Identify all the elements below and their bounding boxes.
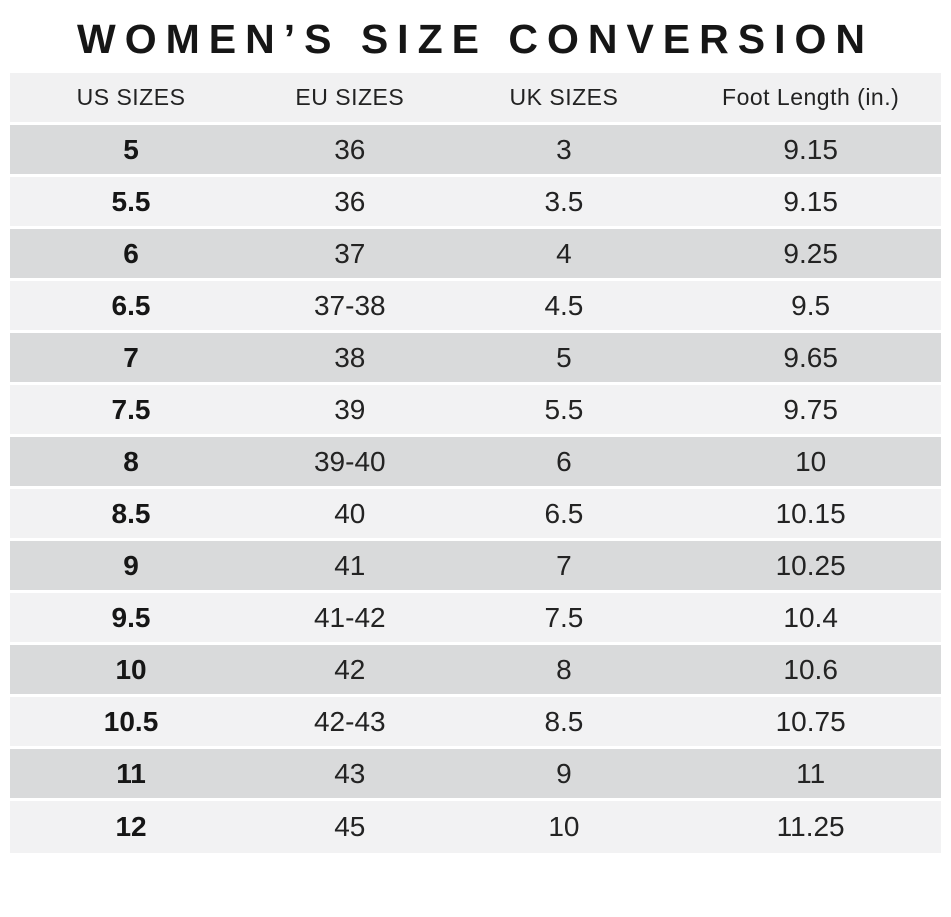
eu-size-cell: 42-43 (252, 697, 448, 749)
eu-size-cell: 39 (252, 385, 448, 437)
us-size-cell: 5.5 (10, 177, 253, 229)
us-size-cell: 10 (10, 645, 253, 697)
table-row: 8.5 40 6.5 10.15 (10, 489, 941, 541)
us-size-cell: 8 (10, 437, 253, 489)
uk-size-cell: 10 (447, 801, 681, 853)
foot-length-cell: 9.15 (680, 125, 941, 177)
table-body: 5 36 3 9.15 5.5 36 3.5 9.15 6 37 4 9.25 6.5 37-38 4.5 9… (10, 125, 941, 853)
table-row: 7.5 39 5.5 9.75 (10, 385, 941, 437)
us-size-cell: 9 (10, 541, 253, 593)
us-size-cell: 7.5 (10, 385, 253, 437)
eu-size-cell: 37 (252, 229, 448, 281)
table-row: 12 45 10 11.25 (10, 801, 941, 853)
foot-length-cell: 10.25 (680, 541, 941, 593)
uk-size-cell: 3 (447, 125, 681, 177)
eu-size-cell: 38 (252, 333, 448, 385)
table-row: 8 39-40 6 10 (10, 437, 941, 489)
foot-length-cell: 9.25 (680, 229, 941, 281)
foot-length-cell: 11 (680, 749, 941, 801)
eu-size-cell: 41-42 (252, 593, 448, 645)
uk-size-cell: 3.5 (447, 177, 681, 229)
uk-size-cell: 5 (447, 333, 681, 385)
us-size-cell: 11 (10, 749, 253, 801)
uk-size-cell: 8.5 (447, 697, 681, 749)
table-row: 10.5 42-43 8.5 10.75 (10, 697, 941, 749)
header-row: US SIZES EU SIZES UK SIZES Foot Length (… (10, 73, 941, 125)
us-size-cell: 10.5 (10, 697, 253, 749)
foot-length-cell: 9.75 (680, 385, 941, 437)
us-size-cell: 6.5 (10, 281, 253, 333)
uk-size-cell: 9 (447, 749, 681, 801)
column-header-foot-length: Foot Length (in.) (680, 73, 941, 125)
eu-size-cell: 40 (252, 489, 448, 541)
eu-size-cell: 36 (252, 125, 448, 177)
foot-length-cell: 9.5 (680, 281, 941, 333)
us-size-cell: 8.5 (10, 489, 253, 541)
us-size-cell: 5 (10, 125, 253, 177)
foot-length-cell: 9.65 (680, 333, 941, 385)
eu-size-cell: 41 (252, 541, 448, 593)
eu-size-cell: 37-38 (252, 281, 448, 333)
foot-length-cell: 10.6 (680, 645, 941, 697)
us-size-cell: 6 (10, 229, 253, 281)
table-row: 7 38 5 9.65 (10, 333, 941, 385)
foot-length-cell: 10.4 (680, 593, 941, 645)
table-row: 6 37 4 9.25 (10, 229, 941, 281)
eu-size-cell: 36 (252, 177, 448, 229)
eu-size-cell: 45 (252, 801, 448, 853)
uk-size-cell: 4.5 (447, 281, 681, 333)
page-title: WOMEN’S SIZE CONVERSION (77, 16, 874, 62)
uk-size-cell: 5.5 (447, 385, 681, 437)
uk-size-cell: 6 (447, 437, 681, 489)
table-row: 5 36 3 9.15 (10, 125, 941, 177)
eu-size-cell: 39-40 (252, 437, 448, 489)
column-header-us-sizes: US SIZES (10, 73, 253, 125)
uk-size-cell: 7 (447, 541, 681, 593)
eu-size-cell: 42 (252, 645, 448, 697)
uk-size-cell: 6.5 (447, 489, 681, 541)
uk-size-cell: 4 (447, 229, 681, 281)
foot-length-cell: 10 (680, 437, 941, 489)
foot-length-cell: 10.15 (680, 489, 941, 541)
table-row: 9 41 7 10.25 (10, 541, 941, 593)
us-size-cell: 12 (10, 801, 253, 853)
column-header-uk-sizes: UK SIZES (447, 73, 681, 125)
table-row: 11 43 9 11 (10, 749, 941, 801)
foot-length-cell: 9.15 (680, 177, 941, 229)
us-size-cell: 9.5 (10, 593, 253, 645)
table-row: 10 42 8 10.6 (10, 645, 941, 697)
uk-size-cell: 8 (447, 645, 681, 697)
column-header-eu-sizes: EU SIZES (252, 73, 448, 125)
table-row: 9.5 41-42 7.5 10.4 (10, 593, 941, 645)
eu-size-cell: 43 (252, 749, 448, 801)
us-size-cell: 7 (10, 333, 253, 385)
uk-size-cell: 7.5 (447, 593, 681, 645)
table-row: 5.5 36 3.5 9.15 (10, 177, 941, 229)
foot-length-cell: 11.25 (680, 801, 941, 853)
size-conversion-table: US SIZES EU SIZES UK SIZES Foot Length (… (10, 73, 941, 853)
table-row: 6.5 37-38 4.5 9.5 (10, 281, 941, 333)
foot-length-cell: 10.75 (680, 697, 941, 749)
